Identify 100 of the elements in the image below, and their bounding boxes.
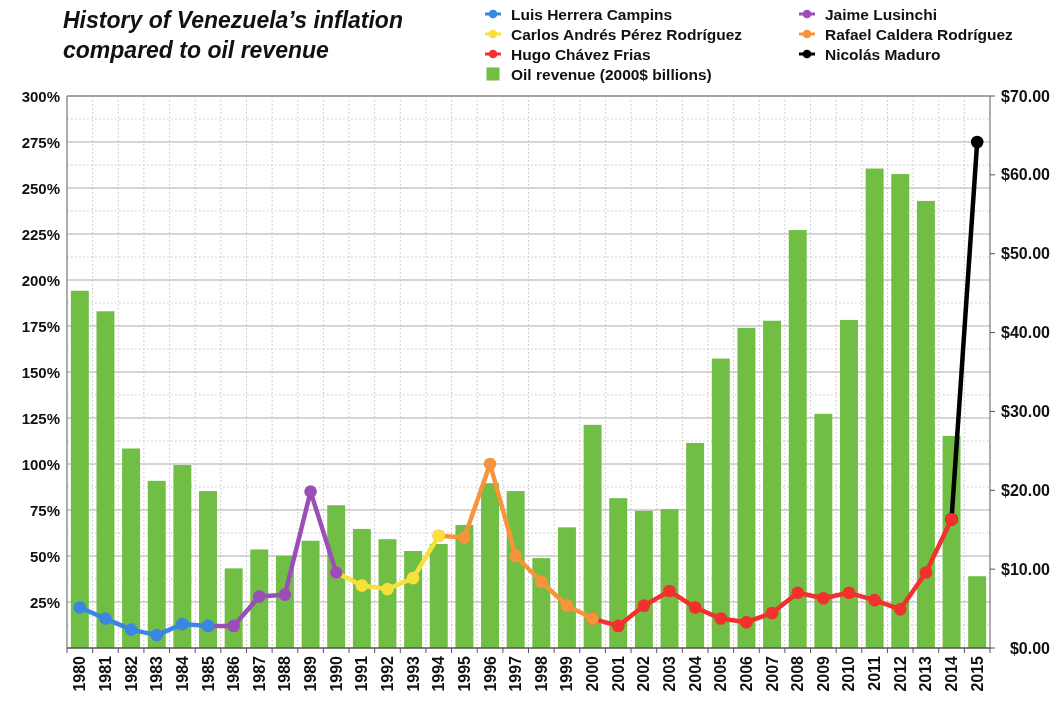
x-tick-label: 2012: [891, 655, 909, 692]
bar: [327, 505, 346, 648]
legend-label: Nicolás Maduro: [825, 45, 941, 63]
point: [714, 612, 728, 625]
x-tick-label: 1994: [430, 655, 448, 692]
point: [124, 623, 138, 636]
legend-label: Luis Herrera Campins: [511, 5, 673, 23]
chart-title: History of Venezuela’s inflation compared to oil revenue: [63, 7, 403, 63]
bar: [865, 168, 884, 648]
y2-tick-label: $0.00: [1009, 639, 1051, 657]
bar: [147, 480, 166, 648]
y-tick-label: 300%: [21, 87, 60, 105]
point: [509, 549, 522, 563]
bar: [557, 527, 576, 648]
point: [791, 586, 805, 600]
y2-tick-label: $30.00: [1001, 402, 1051, 420]
legend-label: Carlos Andrés Pérez Rodríguez: [511, 25, 743, 43]
bar: [686, 442, 705, 648]
point: [970, 135, 984, 149]
y2-tick-label: $50.00: [1001, 245, 1051, 263]
y-tick-label: 75%: [29, 501, 60, 519]
x-tick-label: 2015: [968, 655, 986, 692]
bar: [96, 311, 115, 648]
point: [355, 579, 369, 592]
x-tick-label: 2005: [712, 655, 730, 692]
bar: [301, 540, 320, 648]
x-tick-label: 1987: [250, 655, 268, 692]
x-tick-label: 1981: [96, 655, 114, 692]
bar: [814, 413, 833, 648]
bar: [711, 358, 730, 648]
point: [458, 531, 471, 544]
y-tick-label: 225%: [21, 225, 60, 243]
x-tick-label: 1980: [71, 655, 89, 692]
bar: [660, 509, 679, 648]
point: [381, 582, 394, 596]
x-tick-label: 1984: [173, 655, 191, 692]
bar: [609, 498, 628, 648]
point: [740, 615, 753, 629]
bar: [506, 491, 525, 648]
bar: [968, 576, 987, 648]
x-tick-label: 2007: [763, 655, 781, 692]
x-tick-label: 2003: [661, 655, 679, 692]
x-tick-label: 1992: [378, 655, 396, 692]
point: [688, 601, 702, 614]
y-tick-label: 150%: [21, 363, 60, 381]
x-tick-label: 2001: [609, 655, 627, 692]
point: [535, 575, 548, 589]
bar: [173, 465, 192, 648]
bar: [378, 539, 397, 648]
y-tick-label: 175%: [21, 317, 60, 335]
x-tick-label: 2002: [635, 655, 653, 692]
legend-label: Oil revenue (2000$ billions): [511, 65, 712, 83]
x-tick-label: 2008: [789, 655, 807, 692]
x-tick-label: 2006: [737, 655, 755, 692]
bar: [122, 448, 141, 648]
bar: [763, 320, 782, 648]
x-tick-label: 1982: [122, 655, 140, 692]
y2-tick-label: $20.00: [1001, 481, 1051, 499]
point: [483, 457, 497, 471]
x-tick-label: 1988: [276, 655, 294, 692]
bar: [634, 510, 653, 648]
point: [868, 593, 881, 607]
bar: [429, 543, 448, 648]
legend-label: Jaime Lusinchi: [825, 5, 937, 23]
x-tick-label: 1995: [455, 655, 473, 692]
point: [817, 592, 830, 605]
y-tick-label: 25%: [29, 593, 60, 611]
x-tick-label: 2014: [943, 655, 961, 692]
point: [304, 485, 317, 498]
x-tick-label: 1993: [404, 655, 422, 692]
x-tick-label: 2011: [866, 655, 884, 691]
y-tick-label: 50%: [29, 547, 60, 565]
x-tick-label: 1997: [507, 655, 525, 692]
point: [765, 606, 779, 620]
point: [663, 584, 676, 598]
bar: [891, 174, 910, 648]
point: [919, 566, 933, 579]
y-tick-label: 100%: [21, 455, 60, 473]
x-tick-label: 1983: [148, 655, 166, 692]
point: [406, 571, 420, 585]
x-tick-label: 1990: [327, 655, 345, 692]
x-tick-label: 1989: [302, 655, 320, 692]
point: [893, 603, 907, 616]
x-tick-label: 2009: [814, 655, 832, 692]
bar: [70, 290, 89, 648]
x-tick-label: 1996: [481, 655, 499, 692]
x-tick-label: 1985: [199, 655, 217, 692]
bar: [455, 524, 474, 648]
y2-tick-label: $40.00: [1001, 324, 1051, 342]
x-tick-label: 2013: [917, 655, 935, 692]
legend-label: Hugo Chávez Frias: [511, 45, 651, 63]
point: [176, 617, 189, 631]
point: [842, 586, 856, 600]
x-tick-label: 2004: [686, 655, 704, 692]
x-tick-label: 2000: [584, 655, 602, 692]
point: [73, 601, 87, 614]
bar: [916, 200, 935, 648]
point: [611, 619, 625, 633]
x-tick-label: 1986: [225, 655, 243, 692]
bar: [840, 319, 858, 648]
